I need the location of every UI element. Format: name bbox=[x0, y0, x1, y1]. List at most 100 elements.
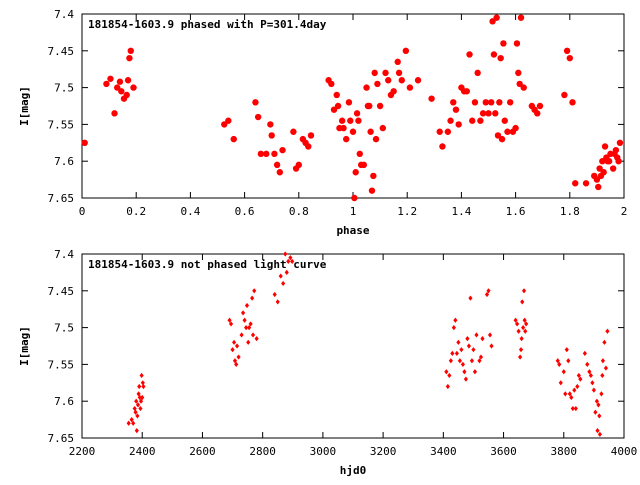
bottom-data-point bbox=[524, 321, 529, 327]
top-x-tick-label: 1 bbox=[350, 205, 357, 218]
top-data-point bbox=[569, 99, 576, 106]
bottom-data-point bbox=[600, 372, 605, 379]
bottom-data-point bbox=[254, 336, 259, 342]
bottom-data-point bbox=[135, 413, 140, 419]
top-data-point bbox=[482, 99, 489, 106]
top-data-point bbox=[485, 110, 492, 117]
bottom-data-point bbox=[250, 295, 255, 301]
bottom-x-tick-label: 2800 bbox=[249, 445, 276, 458]
bottom-data-point bbox=[138, 405, 143, 412]
bottom-data-point bbox=[457, 358, 462, 364]
top-x-tick-label: 1.4 bbox=[451, 205, 471, 218]
bottom-data-point bbox=[597, 431, 602, 437]
top-x-tick-label: 0.4 bbox=[180, 205, 200, 218]
top-y-tick-label: 7.5 bbox=[54, 82, 74, 95]
top-data-point bbox=[498, 135, 506, 143]
bottom-data-point bbox=[595, 428, 600, 434]
top-data-point bbox=[230, 135, 237, 143]
top-x-tick-label: 1.6 bbox=[506, 205, 526, 218]
bottom-data-point bbox=[602, 339, 607, 345]
bottom-x-tick-label: 3400 bbox=[430, 445, 457, 458]
bottom-x-tick-label: 3200 bbox=[370, 445, 397, 458]
bottom-data-point bbox=[480, 336, 485, 342]
bottom-data-point bbox=[469, 358, 475, 364]
top-data-point bbox=[276, 169, 284, 176]
top-data-point bbox=[398, 77, 405, 84]
bottom-data-point bbox=[231, 339, 237, 345]
top-data-point bbox=[366, 102, 373, 110]
top-data-point bbox=[609, 165, 617, 172]
top-y-tick-label: 7.6 bbox=[54, 155, 74, 168]
bottom-data-point bbox=[244, 302, 250, 309]
bottom-data-point bbox=[599, 391, 604, 397]
bottom-data-point bbox=[555, 358, 560, 364]
bottom-data-point bbox=[513, 317, 518, 323]
top-data-point bbox=[605, 158, 613, 165]
top-x-tick-label: 0.2 bbox=[126, 205, 146, 218]
top-data-point bbox=[221, 121, 228, 128]
bottom-data-point bbox=[518, 347, 524, 353]
bottom-data-point bbox=[471, 347, 476, 353]
bottom-data-point bbox=[445, 383, 450, 390]
top-y-tick-label: 7.55 bbox=[48, 118, 75, 131]
top-x-tick-label: 0.8 bbox=[289, 205, 309, 218]
top-data-point bbox=[601, 143, 609, 150]
bottom-data-point bbox=[576, 372, 581, 379]
top-data-point bbox=[566, 54, 573, 62]
top-x-axis-label: phase bbox=[336, 224, 369, 237]
top-data-point bbox=[471, 99, 479, 106]
bottom-data-point bbox=[572, 387, 577, 393]
bottom-y-axis-label: I[mag] bbox=[18, 326, 31, 366]
top-data-point bbox=[374, 80, 381, 88]
top-y-axis-label: I[mag] bbox=[18, 86, 31, 126]
top-data-point bbox=[352, 169, 359, 176]
bottom-data-point bbox=[515, 321, 520, 327]
bottom-data-point bbox=[451, 325, 456, 331]
top-data-point bbox=[355, 117, 362, 124]
bottom-data-point bbox=[134, 398, 139, 404]
top-data-point bbox=[343, 135, 350, 143]
top-data-point bbox=[382, 69, 389, 77]
bottom-data-point bbox=[561, 369, 566, 375]
bottom-data-point bbox=[563, 391, 568, 397]
top-data-point bbox=[372, 135, 380, 143]
bottom-data-point bbox=[247, 325, 252, 331]
top-data-point bbox=[493, 14, 500, 21]
bottom-y-tick-label: 7.65 bbox=[48, 432, 75, 445]
bottom-data-point bbox=[133, 409, 138, 415]
bottom-data-point bbox=[585, 361, 590, 367]
bottom-data-point bbox=[578, 376, 583, 382]
top-data-point bbox=[512, 124, 519, 132]
bottom-data-point bbox=[519, 336, 524, 342]
bottom-data-point bbox=[567, 391, 572, 397]
bottom-data-point bbox=[137, 383, 142, 390]
top-data-point bbox=[111, 110, 118, 117]
top-y-tick-label: 7.45 bbox=[48, 45, 75, 58]
bottom-data-point bbox=[248, 321, 253, 327]
top-data-point bbox=[360, 161, 368, 169]
top-data-point bbox=[126, 54, 133, 62]
bottom-x-tick-label: 4000 bbox=[611, 445, 638, 458]
bottom-data-point bbox=[252, 288, 257, 294]
bottom-x-tick-label: 3000 bbox=[310, 445, 337, 458]
top-data-point bbox=[572, 180, 579, 187]
bottom-data-point bbox=[486, 288, 491, 294]
top-data-point bbox=[496, 99, 503, 106]
bottom-data-point bbox=[239, 332, 244, 338]
top-data-point bbox=[351, 194, 358, 202]
top-data-point bbox=[466, 51, 473, 58]
bottom-data-point bbox=[450, 350, 455, 356]
bottom-data-point bbox=[477, 358, 482, 364]
bottom-data-point bbox=[246, 339, 251, 345]
top-data-point bbox=[254, 113, 262, 121]
top-data-point bbox=[305, 143, 312, 150]
top-data-point bbox=[307, 132, 315, 139]
top-data-point bbox=[268, 132, 275, 139]
bottom-data-point bbox=[521, 325, 526, 331]
top-data-point bbox=[582, 180, 590, 187]
bottom-data-point bbox=[588, 372, 593, 379]
bottom-data-point bbox=[465, 336, 470, 342]
bottom-data-point bbox=[463, 376, 468, 382]
top-data-point bbox=[252, 99, 259, 106]
